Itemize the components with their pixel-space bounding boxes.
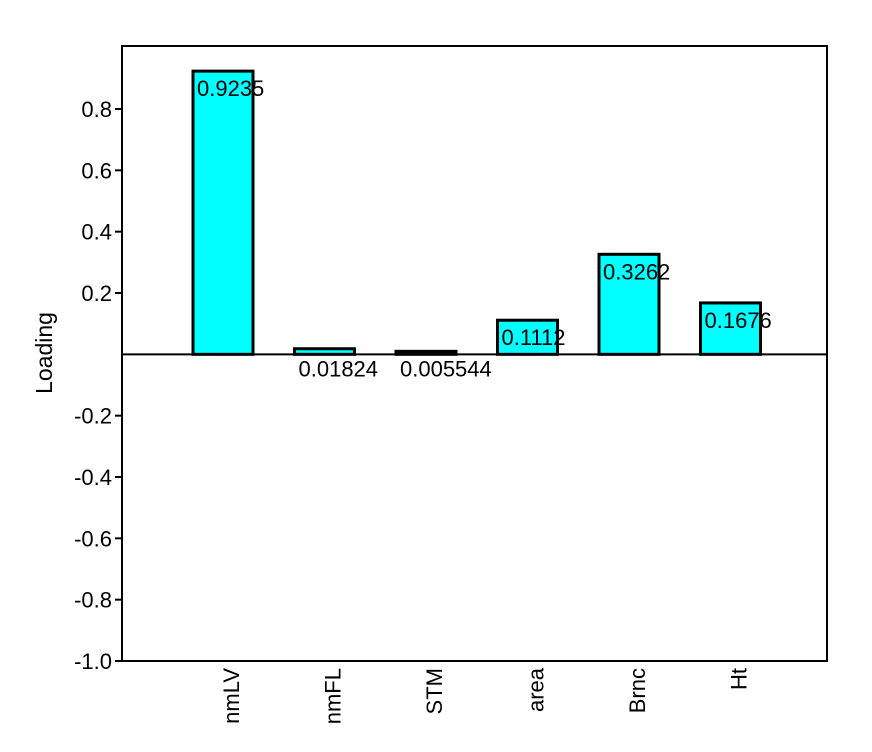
- y-axis-ticks: 0.8 0.6 0.4 0.2 -0.2 -0.4 -0.6 -0.8 -1.0: [74, 97, 122, 674]
- bars-group: [191, 69, 762, 356]
- data-labels-group: 0.9235 0.01824 0.005544 0.1112 0.3262 0.1676: [197, 76, 772, 381]
- category-label-nmLV: nmLV: [219, 668, 244, 724]
- category-label-Ht: Ht: [727, 668, 752, 690]
- bar-Ht: [699, 301, 762, 356]
- data-label-Ht: 0.1676: [705, 308, 772, 333]
- y-axis-title: Loading: [31, 312, 57, 394]
- y-tick-label: -0.2: [74, 404, 112, 429]
- y-tick-label: -0.6: [74, 526, 112, 551]
- bar-area: [496, 318, 559, 356]
- bar-nmFL: [293, 347, 356, 356]
- bar-Brnc: [597, 252, 661, 356]
- category-label-STM: STM: [422, 668, 447, 714]
- bar-nmLV: [191, 69, 255, 356]
- data-label-nmFL: 0.01824: [299, 356, 379, 381]
- y-tick-label: 0.8: [81, 97, 112, 122]
- category-label-area: area: [524, 667, 549, 712]
- data-label-area: 0.1112: [502, 325, 566, 350]
- x-axis-category-labels: nmLV nmFL STM area Brnc Ht: [219, 667, 752, 724]
- category-label-nmFL: nmFL: [321, 668, 346, 724]
- y-tick-label: -1.0: [74, 649, 112, 674]
- y-tick-label: -0.4: [74, 465, 112, 490]
- bar-STM: [394, 349, 458, 356]
- data-label-nmLV: 0.9235: [197, 76, 264, 101]
- y-tick-label: -0.8: [74, 588, 112, 613]
- y-tick-label: 0.2: [81, 281, 112, 306]
- y-tick-label: 0.4: [81, 220, 112, 245]
- data-label-STM: 0.005544: [400, 356, 492, 381]
- data-label-Brnc: 0.3262: [603, 259, 670, 284]
- category-label-Brnc: Brnc: [625, 668, 650, 713]
- y-tick-label: 0.6: [81, 158, 112, 183]
